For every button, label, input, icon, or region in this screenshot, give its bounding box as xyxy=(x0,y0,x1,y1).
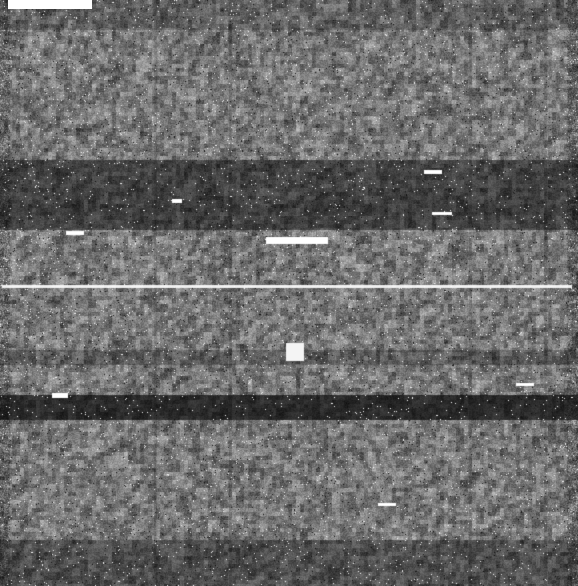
scale-marker xyxy=(8,0,92,9)
